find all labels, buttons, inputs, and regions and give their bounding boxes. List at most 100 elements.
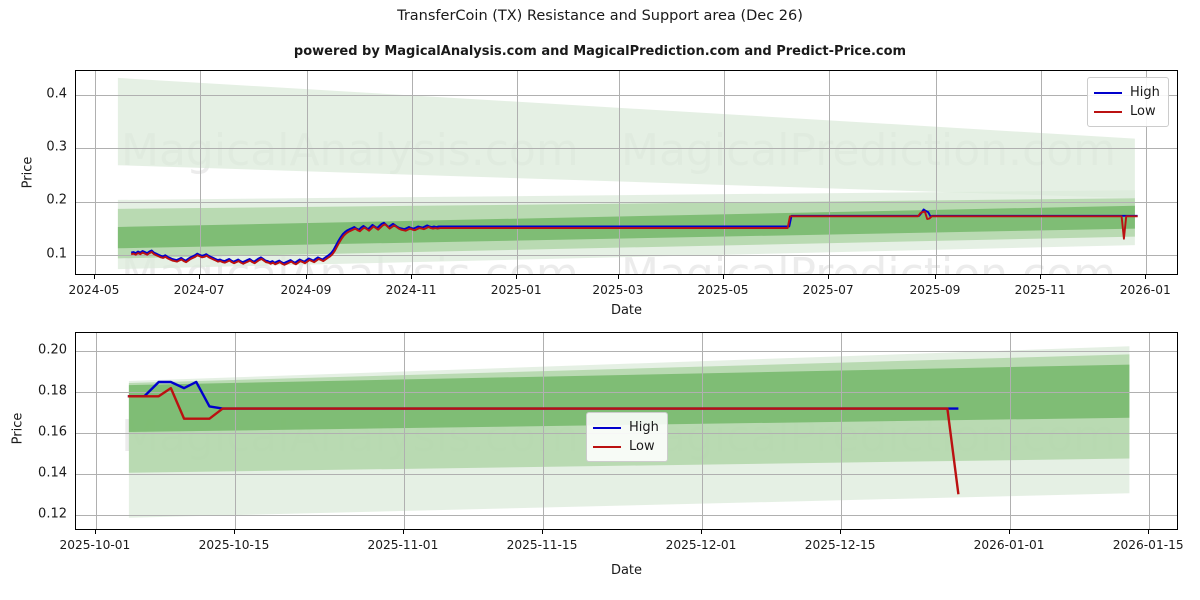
gridline-vertical	[841, 333, 843, 529]
x-tick-mark	[93, 275, 96, 279]
zoom-x-axis-label: Date	[610, 563, 643, 578]
gridline-vertical	[1149, 333, 1151, 529]
x-tick-mark	[934, 275, 937, 279]
x-tick-label: 2025-05	[697, 283, 749, 297]
x-tick-label: 2025-11-15	[506, 538, 578, 552]
x-tick-label: 2026-01	[1119, 283, 1171, 297]
gridline-vertical	[936, 71, 937, 274]
x-tick-mark	[542, 530, 544, 534]
legend-label-high: High	[629, 420, 659, 435]
gridline-vertical	[702, 333, 703, 529]
legend-item-low[interactable]: Low	[593, 437, 659, 456]
x-tick-mark	[701, 530, 703, 534]
x-tick-label: 2025-12-15	[804, 538, 876, 552]
overview-chart: MagicalAnalysis.comMagicalPrediction.com…	[75, 70, 1178, 275]
legend-item-high[interactable]: High	[1094, 83, 1160, 102]
x-tick-mark	[411, 275, 413, 279]
series-line-high	[130, 208, 1138, 265]
gridline-vertical	[543, 333, 544, 529]
x-tick-label: 2025-10-15	[198, 538, 270, 552]
legend-label-low: Low	[1130, 104, 1156, 119]
gridline-vertical	[829, 71, 831, 274]
gridline-horizontal	[76, 514, 1177, 516]
gridline-vertical	[95, 71, 96, 274]
gridline-horizontal	[76, 473, 1177, 475]
overview-x-axis-label: Date	[610, 303, 643, 318]
gridline-horizontal	[76, 95, 1177, 96]
gridline-vertical	[517, 71, 519, 274]
x-tick-label: 2025-10-01	[59, 538, 131, 552]
legend-swatch-low	[1094, 110, 1122, 113]
y-tick-label: 0.16	[38, 424, 67, 440]
y-tick-label: 0.3	[46, 139, 67, 155]
gridline-vertical	[306, 71, 308, 274]
page-title: TransferCoin (TX) Resistance and Support…	[397, 8, 803, 24]
gridline-vertical	[200, 71, 202, 274]
zoom-legend: High Low	[586, 412, 668, 462]
gridline-vertical	[1041, 71, 1043, 274]
y-tick-label: 0.2	[46, 192, 67, 208]
gridline-vertical	[95, 333, 97, 529]
x-tick-mark	[840, 530, 842, 534]
price-series-group	[127, 380, 960, 495]
legend-swatch-low	[593, 445, 621, 448]
x-tick-mark	[1040, 275, 1042, 279]
x-tick-mark	[233, 530, 236, 534]
gridline-vertical	[235, 333, 236, 529]
gridline-vertical	[618, 71, 620, 274]
band-upper-outer	[117, 77, 1135, 199]
gridline-vertical	[412, 71, 414, 274]
gridline-horizontal	[76, 148, 1177, 150]
legend-swatch-high	[1094, 91, 1122, 94]
x-tick-mark	[1009, 530, 1011, 534]
x-tick-label: 2024-07	[173, 283, 225, 297]
y-tick-label: 0.20	[38, 342, 67, 358]
x-tick-mark	[723, 275, 725, 279]
x-tick-label: 2024-09	[280, 283, 332, 297]
y-tick-label: 0.12	[38, 506, 67, 522]
gridline-horizontal	[76, 351, 1177, 353]
x-tick-label: 2024-05	[68, 283, 120, 297]
legend-label-high: High	[1130, 85, 1160, 100]
y-tick-label: 0.18	[38, 383, 67, 399]
x-tick-mark	[402, 530, 405, 534]
overview-legend: High Low	[1087, 77, 1169, 127]
legend-item-high[interactable]: High	[593, 418, 659, 437]
legend-label-low: Low	[629, 439, 655, 454]
x-tick-mark	[199, 275, 201, 279]
x-tick-mark	[828, 275, 830, 279]
x-tick-label: 2024-11	[385, 283, 437, 297]
x-tick-label: 2025-09	[909, 283, 961, 297]
series-line-high	[127, 380, 959, 410]
legend-item-low[interactable]: Low	[1094, 102, 1160, 121]
x-tick-mark	[94, 530, 97, 534]
band-core	[128, 364, 1130, 432]
x-tick-label: 2025-11	[1014, 283, 1066, 297]
x-tick-label: 2025-01	[490, 283, 542, 297]
y-tick-label: 0.4	[46, 86, 67, 102]
gridline-vertical	[1010, 333, 1012, 529]
page-subtitle: powered by MagicalAnalysis.com and Magic…	[293, 44, 907, 59]
x-tick-label: 2025-12-01	[665, 538, 737, 552]
x-tick-label: 2026-01-15	[1112, 538, 1184, 552]
gridline-horizontal	[76, 254, 1177, 256]
gridline-vertical	[724, 71, 725, 274]
gridline-horizontal	[76, 392, 1177, 394]
series-line-low	[130, 210, 1138, 266]
x-tick-mark	[516, 275, 518, 279]
x-tick-label: 2025-11-01	[367, 538, 439, 552]
x-tick-label: 2025-07	[802, 283, 854, 297]
x-tick-label: 2025-03	[592, 283, 644, 297]
overview-plot-area: MagicalAnalysis.comMagicalPrediction.com…	[76, 71, 1177, 274]
x-tick-mark	[1148, 530, 1150, 534]
price-series-group	[130, 208, 1138, 266]
gridline-vertical	[1146, 71, 1148, 274]
series-line-low	[127, 386, 960, 495]
legend-swatch-high	[593, 426, 621, 429]
gridline-vertical	[403, 333, 405, 529]
y-tick-label: 0.1	[46, 246, 67, 262]
x-tick-mark	[305, 275, 308, 279]
y-tick-label: 0.14	[38, 465, 67, 481]
x-tick-label: 2026-01-01	[973, 538, 1045, 552]
